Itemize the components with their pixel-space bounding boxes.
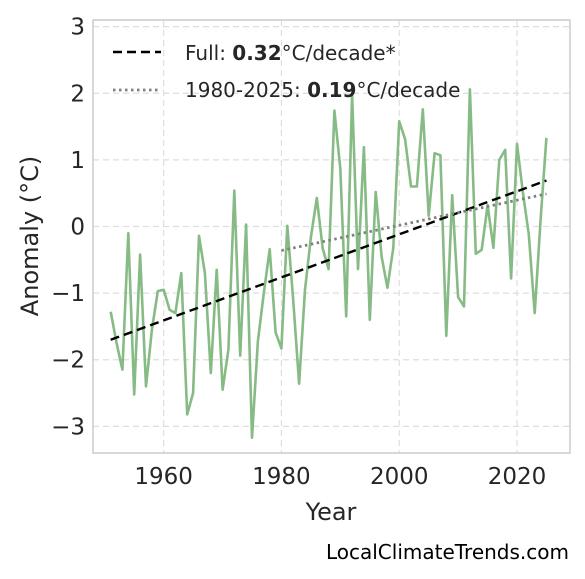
x-tick-label: 2000 [370,464,429,490]
legend-entry-full: Full: 0.32°C/decade* [185,41,396,65]
legend-value-full: 0.32 [232,41,281,65]
plot-frame [92,19,571,454]
y-axis-label: Anomaly (°C) [16,156,44,316]
legend-entry-recent: 1980-2025: 0.19°C/decade [185,78,460,102]
legend-value-recent: 0.19 [307,78,356,102]
grid [93,20,570,453]
legend-suffix-recent: °C/decade [356,78,460,102]
y-tick-label: −3 [51,414,85,440]
watermark: LocalClimateTrends.com [326,540,569,564]
series-layer [109,88,548,440]
legend-prefix-recent: 1980-2025: [185,78,307,102]
y-tick-label: −2 [51,348,85,374]
y-ticks: −3 −2 −1 0 1 2 3 [51,15,85,441]
y-tick-label: 3 [70,15,85,41]
x-tick-label: 1980 [252,464,311,490]
x-ticks: 1960 1980 2000 2020 [134,464,546,490]
y-tick-label: 0 [70,215,85,241]
legend-prefix-full: Full: [185,41,232,65]
series-line-0 [109,88,548,440]
x-axis-label: Year [305,498,357,526]
y-tick-label: 1 [70,148,85,174]
x-tick-label: 1960 [134,464,193,490]
legend-suffix-full: °C/decade* [282,41,396,65]
x-tick-label: 2020 [488,464,547,490]
legend: Full: 0.32°C/decade* 1980-2025: 0.19°C/d… [113,41,460,102]
y-tick-label: −1 [51,281,85,307]
trend-layer [110,179,547,341]
y-tick-label: 2 [70,81,85,107]
trend-line-0 [110,179,547,341]
